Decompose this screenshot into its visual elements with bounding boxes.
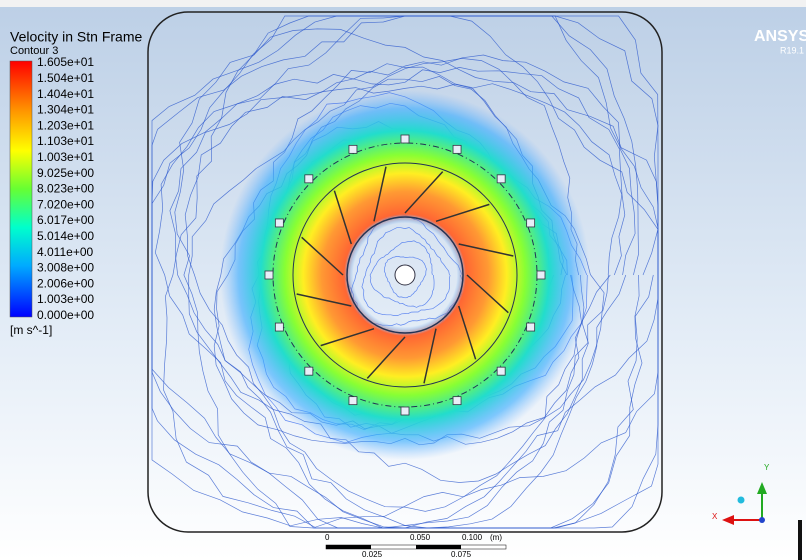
unit: [m s^-1] bbox=[10, 323, 52, 337]
slot bbox=[537, 271, 545, 279]
top-strip bbox=[0, 0, 806, 7]
scale-bar bbox=[326, 545, 506, 549]
legend: 1.605e+01 1.504e+01 1.404e+01 1.304e+011.20… bbox=[37, 55, 94, 322]
triad-x: X bbox=[712, 512, 718, 521]
legend-label: 1.003e+01 bbox=[37, 150, 94, 164]
version: R19.1 bbox=[780, 45, 804, 55]
slot bbox=[265, 271, 273, 279]
slot bbox=[453, 397, 461, 405]
slot bbox=[497, 367, 505, 375]
title: Velocity in Stn Frame bbox=[10, 29, 142, 45]
scale-label: 0.100 bbox=[462, 533, 483, 542]
legend-label: 8.023e+00 bbox=[37, 182, 94, 196]
slot bbox=[349, 397, 357, 405]
slot bbox=[497, 175, 505, 183]
legend-label: 4.011e+00 bbox=[37, 245, 93, 259]
slot bbox=[349, 145, 357, 153]
legend-label: 1.304e+01 bbox=[37, 103, 94, 117]
slot bbox=[275, 219, 283, 227]
viewport: Velocity in Stn Frame Contour 3 1.605e+0… bbox=[0, 0, 806, 560]
legend-label: 6.017e+00 bbox=[37, 213, 94, 227]
scale-label: 0 bbox=[325, 533, 330, 542]
legend-label: 2.006e+00 bbox=[37, 276, 94, 290]
slot bbox=[527, 219, 535, 227]
legend-label: 3.008e+00 bbox=[37, 261, 94, 275]
triad-y: Y bbox=[764, 463, 770, 472]
legend-label: 1.404e+01 bbox=[37, 87, 94, 101]
scale-label: 0.050 bbox=[410, 533, 431, 542]
legend-label: 1.504e+01 bbox=[37, 71, 94, 85]
legend-label: 1.103e+01 bbox=[37, 134, 94, 148]
slot bbox=[527, 323, 535, 331]
legend-label: 9.025e+00 bbox=[37, 166, 94, 180]
legend-label: 7.020e+00 bbox=[37, 197, 94, 211]
legend-label: 1.605e+01 bbox=[37, 55, 94, 69]
legend-label: 1.203e+01 bbox=[37, 118, 94, 132]
edge-bar bbox=[798, 520, 802, 560]
slot bbox=[305, 175, 313, 183]
legend-label: 0.000e+00 bbox=[37, 308, 94, 322]
slot bbox=[275, 323, 283, 331]
slot bbox=[453, 145, 461, 153]
color-bar bbox=[10, 61, 32, 317]
slot bbox=[305, 367, 313, 375]
brand: ANSYS bbox=[754, 28, 806, 45]
scale-label: (m) bbox=[490, 533, 502, 542]
legend-label: 1.003e+00 bbox=[37, 292, 94, 306]
scale-label: 0.075 bbox=[451, 550, 472, 559]
slot bbox=[401, 135, 409, 143]
legend-label: 5.014e+00 bbox=[37, 229, 94, 243]
page: Velocity in Stn Frame Contour 3 1.605e+0… bbox=[0, 0, 806, 560]
slot bbox=[401, 407, 409, 415]
scale-label: 0.025 bbox=[362, 550, 383, 559]
